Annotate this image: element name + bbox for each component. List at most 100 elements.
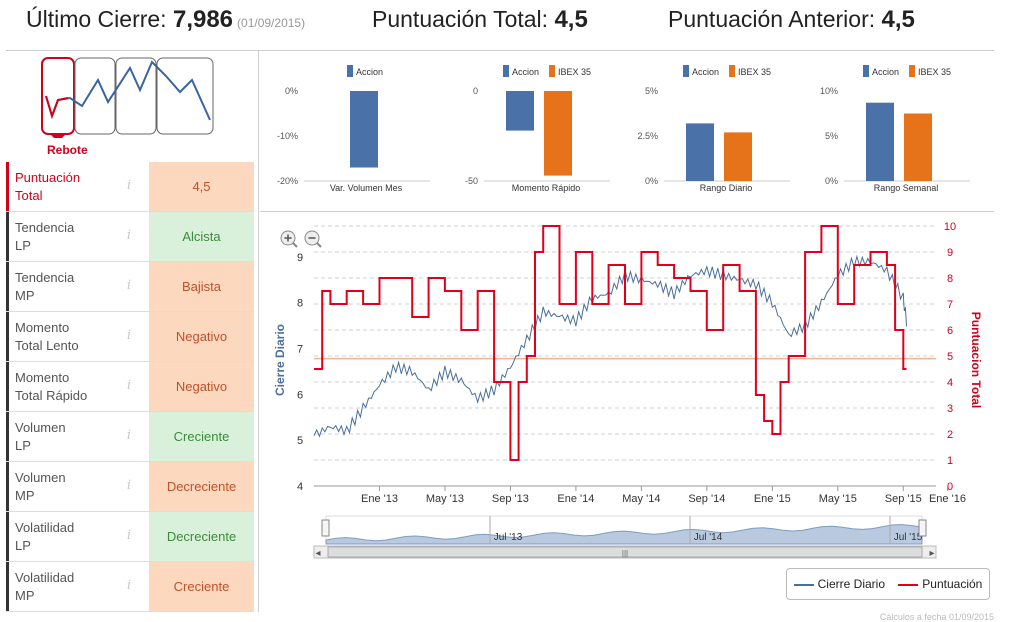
pattern-trend-line — [45, 60, 211, 121]
y-tick-label: 5% — [825, 131, 838, 141]
indicator-label-line-1: Volatilidad — [15, 569, 75, 585]
pattern-pointer-icon — [50, 134, 66, 138]
zoom-out-icon[interactable] — [304, 230, 322, 248]
bar — [506, 91, 534, 131]
legend-score[interactable]: Puntuación — [898, 577, 982, 591]
header: Último Cierre: 7,986 (01/09/2015) Puntuac… — [0, 0, 1010, 50]
legend-label: Accion — [692, 67, 719, 77]
indicator-row[interactable]: Volumen LP i Creciente — [6, 412, 254, 462]
last-close-label: Último Cierre: — [26, 6, 167, 32]
legend-swatch — [347, 65, 353, 77]
navigator-area — [325, 524, 923, 545]
info-icon[interactable]: i — [126, 378, 132, 393]
indicator-value: Negativo — [149, 312, 254, 361]
legend-label: IBEX 35 — [738, 67, 771, 77]
info-icon[interactable]: i — [126, 328, 132, 343]
y2-tick-label: 1 — [947, 455, 953, 467]
indicator-row[interactable]: Volatilidad LP i Decreciente — [6, 512, 254, 562]
info-icon[interactable]: i — [126, 278, 132, 293]
y-tick-label: 0% — [285, 86, 298, 96]
row-divider — [6, 211, 254, 212]
x-tick-label: Sep '13 — [492, 493, 529, 505]
indicator-label-line-2: MP — [15, 587, 35, 603]
y2-tick-label: 4 — [947, 377, 953, 389]
legend-swatch — [729, 65, 735, 77]
row-divider — [6, 361, 254, 362]
x-tick-label: Ene '13 — [361, 493, 398, 505]
legend-price[interactable]: Cierre Diario — [793, 577, 885, 591]
indicator-row[interactable]: Momento Total Lento i Negativo — [6, 312, 254, 362]
navigator-label: Jul '13 — [494, 532, 523, 543]
indicator-label-line-1: Momento — [15, 369, 70, 385]
indicator-value: Decreciente — [149, 462, 254, 511]
pattern-frame-3[interactable] — [115, 57, 157, 135]
legend-price-swatch — [793, 583, 814, 586]
indicator-label: Momento Total Lento — [6, 312, 118, 361]
info-icon[interactable]: i — [126, 478, 132, 493]
indicator-label-line-1: Momento — [15, 319, 70, 335]
y-tick-label: 6 — [297, 389, 303, 401]
bar-chart: Accion 0% -10% -20% Var. Volumen Mes — [277, 65, 430, 193]
chart-title: Var. Volumen Mes — [330, 183, 403, 193]
bar — [544, 91, 572, 176]
indicator-row[interactable]: Puntuación Total i 4,5 — [6, 162, 254, 212]
indicator-row[interactable]: Volatilidad MP i Creciente — [6, 562, 254, 612]
pattern-frame-2[interactable] — [74, 57, 116, 135]
indicator-value: Creciente — [149, 562, 254, 611]
y-tick-label: 5 — [297, 435, 303, 447]
navigator-label: Jul '14 — [694, 532, 723, 543]
y-tick-label: 7 — [297, 344, 303, 356]
pattern-selector[interactable] — [40, 56, 216, 138]
info-icon[interactable]: i — [126, 578, 132, 593]
info-icon[interactable]: i — [126, 228, 132, 243]
indicator-value: Creciente — [149, 412, 254, 461]
scrollbar-thumb[interactable] — [327, 546, 923, 558]
y-tick-label: 9 — [297, 252, 303, 264]
y-tick-label: -10% — [277, 131, 298, 141]
legend-price-label: Cierre Diario — [817, 577, 885, 591]
total-score: Puntuación Total: 4,5 — [372, 6, 588, 34]
navigator-right-handle[interactable] — [918, 519, 927, 537]
legend-swatch — [503, 65, 509, 77]
y-tick-label: 0% — [645, 176, 658, 186]
indicator-row[interactable]: Tendencia LP i Alcista — [6, 212, 254, 262]
info-icon[interactable]: i — [126, 528, 132, 543]
indicator-row[interactable]: Tendencia MP i Bajista — [6, 262, 254, 312]
indicator-label-line-1: Tendencia — [15, 219, 75, 235]
range-navigator[interactable]: Jul '13 Jul '14 Jul '15 ◂ ▸ ||| — [310, 514, 940, 562]
zoom-in-icon[interactable] — [280, 230, 298, 248]
y2-tick-label: 8 — [947, 273, 953, 285]
row-divider — [6, 561, 254, 562]
legend-score-swatch — [898, 583, 919, 586]
indicator-row[interactable]: Momento Total Rápido i Negativo — [6, 362, 254, 412]
legend-label: IBEX 35 — [558, 67, 591, 77]
indicator-label-line-2: LP — [15, 437, 31, 453]
indicator-label-line-2: Total Lento — [15, 337, 79, 353]
info-icon[interactable]: i — [126, 428, 132, 443]
x-tick-label: Sep '14 — [688, 493, 725, 505]
y2-tick-label: 5 — [947, 351, 953, 363]
y2-tick-label: 6 — [947, 325, 953, 337]
y-tick-label: 0% — [825, 176, 838, 186]
scrollbar-grip-icon: ||| — [622, 549, 628, 558]
y2-axis-title: Puntuacion Total — [969, 312, 983, 408]
navigator-left-handle[interactable] — [321, 519, 330, 537]
pattern-frame-4[interactable] — [156, 57, 214, 135]
x-tick-label: Sep '15 — [885, 493, 922, 505]
bar — [904, 113, 932, 181]
x-tick-label: Ene '16 — [929, 493, 966, 505]
y-tick-label: -20% — [277, 176, 298, 186]
indicator-row[interactable]: Volumen MP i Decreciente — [6, 462, 254, 512]
indicator-label-line-2: LP — [15, 537, 31, 553]
last-close: Último Cierre: 7,986 (01/09/2015) — [26, 6, 305, 34]
chart-legend[interactable]: Cierre Diario Puntuación — [786, 568, 990, 600]
y-tick-label: 4 — [297, 481, 303, 493]
last-close-date: (01/09/2015) — [237, 16, 306, 30]
y-tick-label: -50 — [465, 176, 478, 186]
info-icon[interactable]: i — [126, 178, 132, 193]
legend-label: Accion — [872, 67, 899, 77]
indicator-label-line-1: Volatilidad — [15, 519, 75, 535]
indicator-label: Volatilidad MP — [6, 562, 118, 611]
y2-tick-label: 7 — [947, 299, 953, 311]
row-divider — [6, 411, 254, 412]
